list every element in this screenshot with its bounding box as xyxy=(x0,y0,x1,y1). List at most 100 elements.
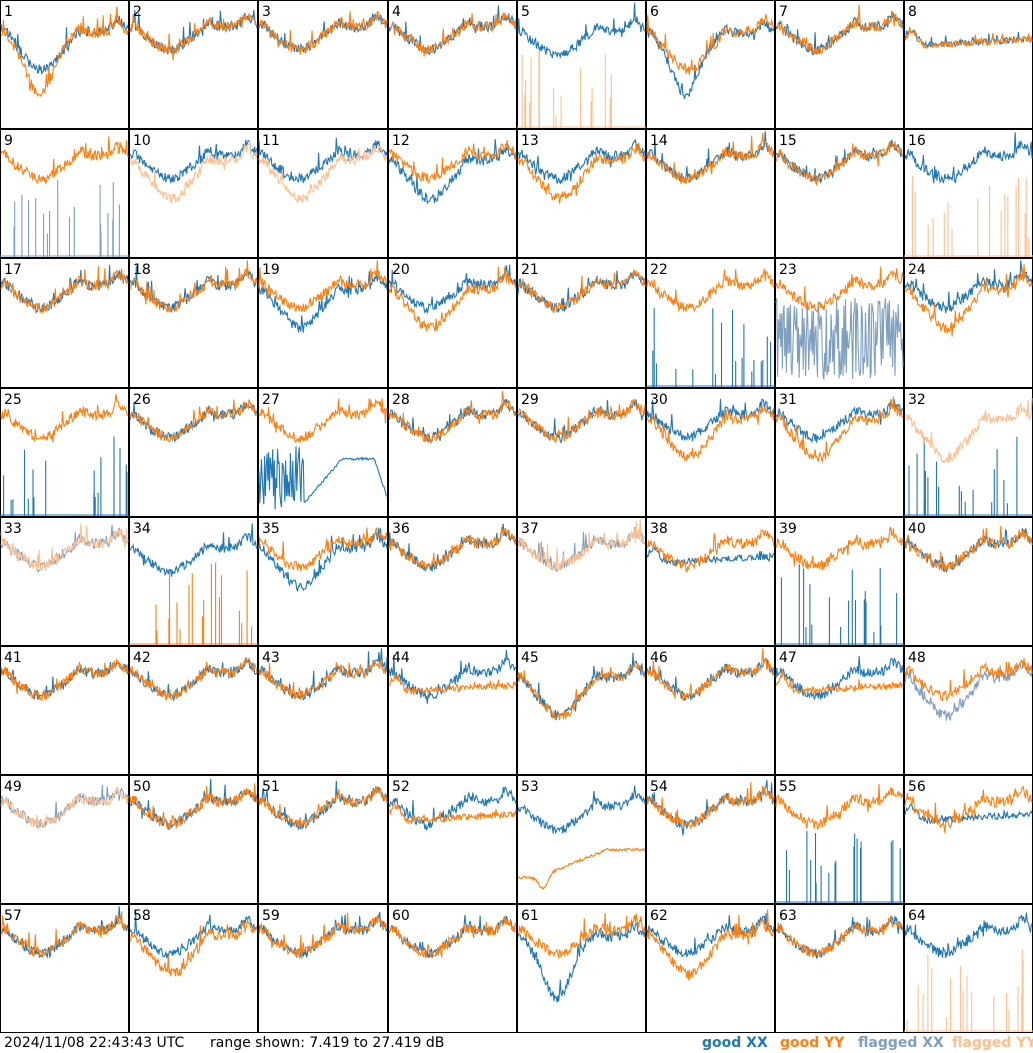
series-yy-good xyxy=(646,529,775,573)
panel-43: 43 xyxy=(258,646,388,775)
panel-37: 37 xyxy=(517,517,646,646)
panel-64: 64 xyxy=(904,904,1033,1033)
panel-label: 16 xyxy=(908,133,926,149)
series-xx-good xyxy=(904,436,1033,516)
panel-label: 64 xyxy=(908,908,926,924)
series-yy-good xyxy=(258,10,388,55)
series-yy-good xyxy=(388,801,517,825)
series-yy-good xyxy=(646,13,775,75)
series-yy-good xyxy=(904,785,1033,834)
panel-10: 10 xyxy=(129,129,258,258)
series-xx-good xyxy=(904,260,1033,314)
panel-frame xyxy=(517,904,646,1033)
series-yy-good xyxy=(646,132,775,184)
series-yy-good xyxy=(0,657,129,702)
series-yy-good xyxy=(258,660,388,701)
panel-label: 63 xyxy=(779,908,797,924)
panel-40: 40 xyxy=(904,517,1033,646)
panel-frame xyxy=(775,0,904,129)
series-yy-good xyxy=(517,912,646,959)
panel-28: 28 xyxy=(388,388,517,517)
panel-frame xyxy=(775,388,904,517)
panel-label: 40 xyxy=(908,521,926,537)
panel-39: 39 xyxy=(775,517,904,646)
panel-label: 1 xyxy=(4,4,13,20)
panel-frame xyxy=(0,258,129,388)
panel-label: 58 xyxy=(133,908,151,924)
series-yy-flagged xyxy=(0,523,129,572)
panel-29: 29 xyxy=(517,388,646,517)
series-yy-good xyxy=(904,525,1033,573)
panel-frame xyxy=(129,0,258,129)
panel-label: 8 xyxy=(908,4,917,20)
series-yy-good xyxy=(258,786,388,830)
panel-label: 50 xyxy=(133,779,151,795)
panel-31: 31 xyxy=(775,388,904,517)
panel-label: 13 xyxy=(521,133,539,149)
panel-44: 44 xyxy=(388,646,517,775)
series-xx-flagged xyxy=(0,180,129,257)
panel-57: 57 xyxy=(0,904,129,1033)
series-yy-good xyxy=(0,911,129,958)
series-yy-good xyxy=(388,915,517,959)
panel-frame xyxy=(388,646,517,775)
panel-label: 41 xyxy=(4,650,22,666)
panel-label: 52 xyxy=(392,779,410,795)
series-xx-good xyxy=(775,655,904,700)
series-xx-good xyxy=(904,26,1033,49)
series-yy-flagged xyxy=(904,398,1033,464)
panel-23: 23 xyxy=(775,258,904,388)
panel-4: 4 xyxy=(388,0,517,129)
series-yy-flagged xyxy=(258,145,388,204)
timestamp: 2024/11/08 22:43:43 UTC xyxy=(4,1035,185,1051)
series-yy-good xyxy=(0,136,129,185)
panel-32: 32 xyxy=(904,388,1033,517)
series-yy-good xyxy=(388,390,517,444)
series-xx-good xyxy=(775,564,904,645)
panel-frame xyxy=(0,0,129,129)
series-yy-good xyxy=(517,847,646,890)
series-xx-good xyxy=(388,264,517,315)
panel-label: 21 xyxy=(521,262,539,278)
panel-2: 2 xyxy=(129,0,258,129)
panel-frame xyxy=(258,775,388,904)
series-yy-good xyxy=(388,527,517,570)
panel-30: 30 xyxy=(646,388,775,517)
panel-label: 23 xyxy=(779,262,797,278)
series-xx-flagged xyxy=(904,660,1033,722)
panel-label: 2 xyxy=(133,4,142,20)
panel-label: 15 xyxy=(779,133,797,149)
panel-frame xyxy=(388,904,517,1033)
panel-label: 11 xyxy=(262,133,280,149)
series-xx-good xyxy=(129,523,258,577)
panel-17: 17 xyxy=(0,258,129,388)
panel-41: 41 xyxy=(0,646,129,775)
panel-1: 1 xyxy=(0,0,129,129)
series-yy-good xyxy=(517,269,646,314)
panel-label: 55 xyxy=(779,779,797,795)
panel-61: 61 xyxy=(517,904,646,1033)
series-yy-good xyxy=(129,13,258,61)
panel-label: 14 xyxy=(650,133,668,149)
panel-52: 52 xyxy=(388,775,517,904)
series-xx-good xyxy=(129,910,258,959)
panel-16: 16 xyxy=(904,129,1033,258)
series-yy-good xyxy=(258,913,388,959)
panel-label: 6 xyxy=(650,4,659,20)
panel-label: 46 xyxy=(650,650,668,666)
panel-25: 25 xyxy=(0,388,129,517)
panel-label: 60 xyxy=(392,908,410,924)
panel-label: 57 xyxy=(4,908,22,924)
panel-label: 32 xyxy=(908,392,926,408)
series-yy-flagged xyxy=(904,176,1033,257)
panel-frame xyxy=(129,129,258,258)
panel-frame xyxy=(129,904,258,1033)
panel-46: 46 xyxy=(646,646,775,775)
panel-36: 36 xyxy=(388,517,517,646)
panel-frame xyxy=(388,388,517,517)
panel-56: 56 xyxy=(904,775,1033,904)
panel-63: 63 xyxy=(775,904,904,1033)
panel-label: 24 xyxy=(908,262,926,278)
legend-flagged-xx: flagged XX xyxy=(858,1035,944,1051)
panel-label: 35 xyxy=(262,521,280,537)
